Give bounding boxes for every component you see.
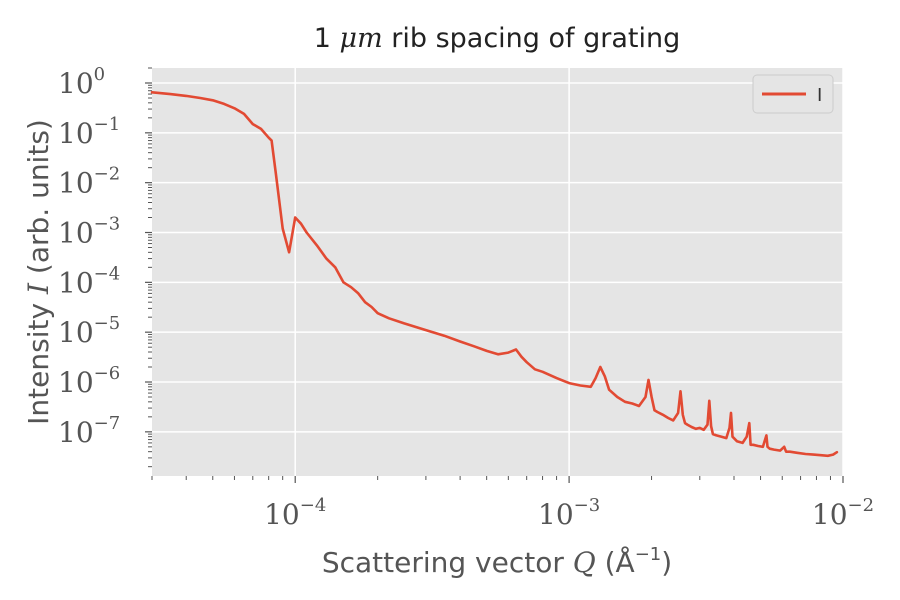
y-tick-exponent: −2 xyxy=(94,164,121,185)
y-tick-label: 10−6 xyxy=(58,363,120,399)
ylabel-prefix: Intensity xyxy=(22,294,55,425)
title-math: μm xyxy=(340,23,383,54)
y-tick-exponent: −1 xyxy=(94,114,121,135)
xlabel-prefix: Scattering vector xyxy=(322,546,573,579)
x-tick-labels: 10−4 10−3 10−2 xyxy=(264,495,874,531)
x-tick-base: 10 xyxy=(264,498,300,531)
y-tick-exponent: −4 xyxy=(94,263,121,284)
x-tick-label: 10−2 xyxy=(812,495,874,531)
y-tick-base: 10 xyxy=(58,316,94,349)
y-tick-exponent: −5 xyxy=(94,313,121,334)
y-tick-base: 10 xyxy=(58,167,94,200)
y-tick-label: 10−7 xyxy=(58,413,120,449)
chart-title: 1 μm rib spacing of grating xyxy=(314,23,681,54)
xlabel-unit-close: ) xyxy=(661,546,672,579)
legend: I xyxy=(752,74,834,114)
y-tick-label: 10−4 xyxy=(58,263,120,299)
tick-marks xyxy=(145,67,844,483)
title-prefix: 1 xyxy=(314,23,340,54)
y-tick-exponent: 0 xyxy=(94,64,105,85)
y-tick-label: 10−2 xyxy=(58,164,120,200)
xlabel-math: Q xyxy=(573,546,596,579)
series-layer xyxy=(150,91,839,458)
y-tick-base: 10 xyxy=(58,416,94,449)
x-axis-label: Scattering vector Q (Å−1) xyxy=(322,544,672,579)
title-suffix: rib spacing of grating xyxy=(383,23,681,54)
x-tick-label: 10−4 xyxy=(264,495,326,531)
y-tick-base: 10 xyxy=(58,117,94,150)
x-tick-exponent: −4 xyxy=(300,495,327,516)
legend-label: I xyxy=(817,85,822,106)
xlabel-unit-exp: −1 xyxy=(635,544,662,565)
y-tick-base: 10 xyxy=(58,366,94,399)
ylabel-suffix: (arb. units) xyxy=(22,119,55,283)
x-tick-exponent: −3 xyxy=(574,495,601,516)
x-tick-label: 10−3 xyxy=(538,495,600,531)
y-axis-label: Intensity I (arb. units) xyxy=(22,119,55,425)
y-tick-exponent: −3 xyxy=(94,214,121,235)
y-tick-label: 100 xyxy=(58,64,105,100)
x-tick-base: 10 xyxy=(812,498,848,531)
x-tick-exponent: −2 xyxy=(848,495,875,516)
grid-lines xyxy=(152,68,844,476)
plot-area xyxy=(152,68,843,476)
y-tick-exponent: −6 xyxy=(94,363,121,384)
y-tick-base: 10 xyxy=(58,217,94,250)
xlabel-unit-open: (Å xyxy=(596,545,635,579)
y-tick-label: 10−3 xyxy=(58,214,120,250)
y-tick-exponent: −7 xyxy=(94,413,121,434)
y-tick-label: 10−5 xyxy=(58,313,120,349)
y-tick-base: 10 xyxy=(58,67,94,100)
y-tick-label: 10−1 xyxy=(58,114,120,150)
y-tick-base: 10 xyxy=(58,266,94,299)
ylabel-math: I xyxy=(22,282,55,295)
x-tick-base: 10 xyxy=(538,498,574,531)
series-line-I xyxy=(150,91,839,458)
